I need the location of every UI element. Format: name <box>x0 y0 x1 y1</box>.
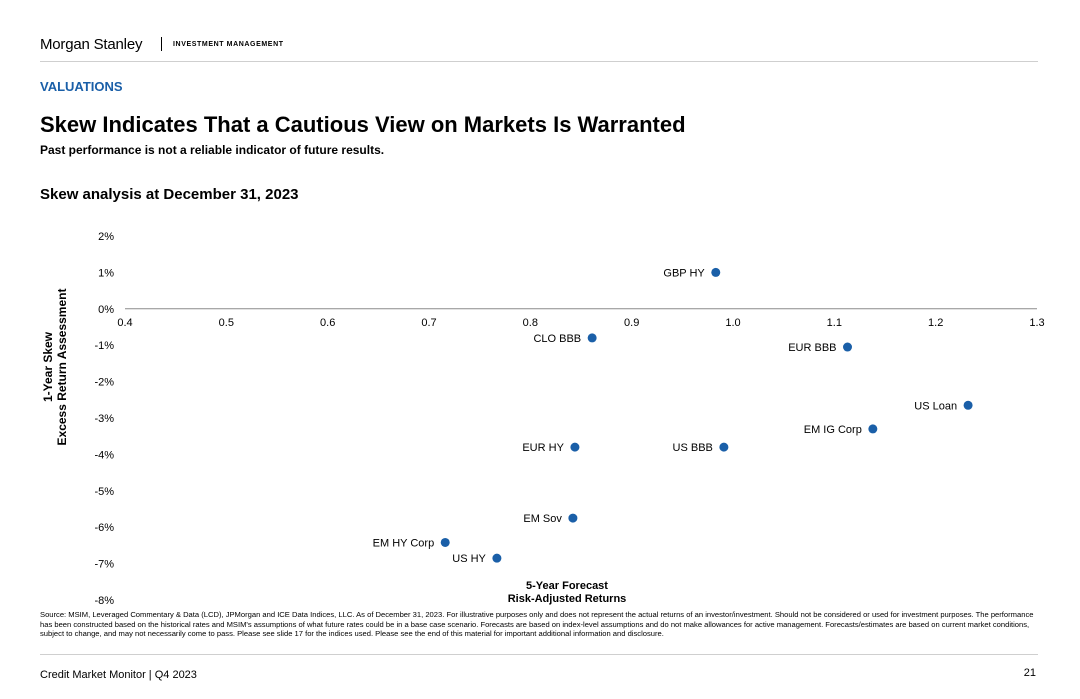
x-tick-labels: 0.4 0.5 0.6 0.7 0.8 0.9 1.0 1.1 1.2 1.3 <box>117 317 1044 329</box>
y-tick-label: -8% <box>94 595 114 607</box>
x-tick-label: 0.9 <box>624 317 639 329</box>
data-point <box>587 333 597 343</box>
x-tick-label: 1.0 <box>725 317 740 329</box>
data-point <box>440 537 450 547</box>
data-point-label: US HY <box>452 553 486 565</box>
data-point-label: EM HY Corp <box>373 537 435 549</box>
section-tag: VALUATIONS <box>40 79 123 94</box>
data-point <box>568 513 578 523</box>
y-tick-label: -2% <box>94 377 114 389</box>
data-point <box>963 400 973 410</box>
footer-divider <box>40 654 1038 655</box>
scatter-chart: 2% 1% 0% -1% -2% -3% -4% -5% -6% -7% -8% 0.4 0.5 0.6… <box>41 231 1045 607</box>
y-tick-label: -5% <box>94 486 114 498</box>
data-point-label: GBP HY <box>663 267 705 279</box>
y-tick-label: -1% <box>94 340 114 352</box>
page-title: Skew Indicates That a Cautious View on M… <box>40 112 686 137</box>
x-tick-label: 0.7 <box>421 317 436 329</box>
data-point-label: EM Sov <box>523 513 562 525</box>
y-tick-labels: 2% 1% 0% -1% -2% -3% -4% -5% -6% -7% -8% <box>94 231 114 607</box>
y-axis-label: 1-Year SkewExcess Return Assessment <box>41 289 69 446</box>
data-point-label: US BBB <box>673 442 713 454</box>
brand-logo: Morgan Stanley <box>40 36 143 53</box>
brand-subtitle: INVESTMENT MANAGEMENT <box>173 41 284 48</box>
x-tick-label: 1.1 <box>827 317 842 329</box>
chart-title: Skew analysis at December 31, 2023 <box>40 186 299 203</box>
x-tick-label: 0.6 <box>320 317 335 329</box>
data-points: GBP HY CLO BBB EUR BBB US Loan EM IG Corp EUR… <box>373 267 973 565</box>
data-point <box>711 267 721 277</box>
data-point-label: EUR BBB <box>788 342 836 354</box>
x-tick-label: 1.2 <box>928 317 943 329</box>
y-tick-label: 2% <box>98 231 114 243</box>
x-tick-label: 0.4 <box>117 317 132 329</box>
data-point <box>492 553 502 563</box>
data-point <box>868 424 878 434</box>
data-point-label: US Loan <box>914 400 957 412</box>
data-point-label: EM IG Corp <box>804 424 862 436</box>
brand-divider <box>161 37 162 51</box>
source-note: Source: MSIM, Leveraged Commentary & Dat… <box>40 610 1034 639</box>
page-number: 21 <box>1023 667 1036 679</box>
page-header: Morgan Stanley INVESTMENT MANAGEMENT <box>40 34 1038 62</box>
data-point <box>570 442 580 452</box>
y-tick-label: -4% <box>94 449 114 461</box>
data-point <box>843 342 853 352</box>
page-subtitle: Past performance is not a reliable indic… <box>40 143 385 157</box>
x-tick-label: 1.3 <box>1029 317 1044 329</box>
footer-label: Credit Market Monitor | Q4 2023 <box>40 669 197 681</box>
y-tick-label: 1% <box>98 267 114 279</box>
x-tick-label: 0.8 <box>523 317 538 329</box>
data-point-label: EUR HY <box>522 442 564 454</box>
y-tick-label: 0% <box>98 304 114 316</box>
data-point <box>719 442 729 452</box>
y-tick-label: -7% <box>94 559 114 571</box>
y-tick-label: -3% <box>94 413 114 425</box>
y-tick-label: -6% <box>94 522 114 534</box>
x-tick-label: 0.5 <box>219 317 234 329</box>
x-axis-label: 5-Year Forecast Risk-Adjusted Returns <box>508 580 627 605</box>
data-point-label: CLO BBB <box>533 333 581 345</box>
